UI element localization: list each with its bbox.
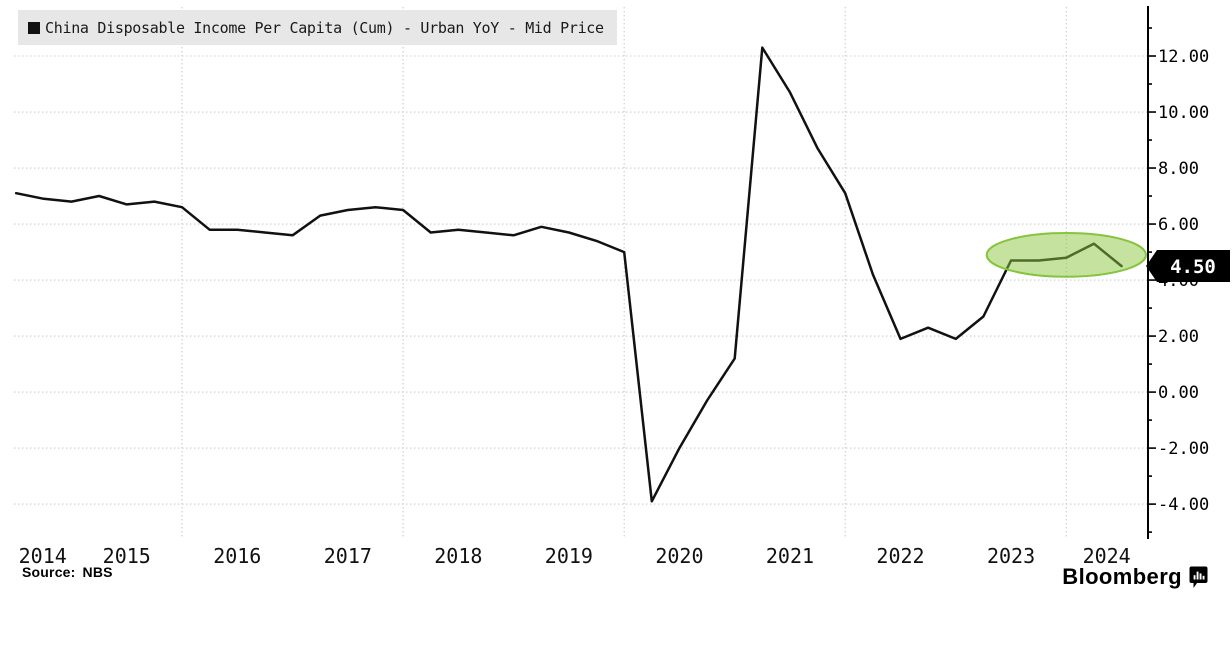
- y-tick-label: 2.00: [1158, 327, 1199, 347]
- price-line: [14, 46, 1123, 503]
- x-year-label: 2015: [103, 544, 151, 568]
- last-value-badge: [1146, 250, 1230, 283]
- last-value-badge-label: 4.50: [1170, 256, 1216, 278]
- source-label: Source:: [22, 564, 76, 580]
- bloomberg-branding: Bloomberg: [1062, 564, 1208, 590]
- x-year-label: 2017: [324, 544, 372, 568]
- y-tick-label: 8.00: [1158, 159, 1199, 179]
- x-year-label: 2023: [987, 544, 1035, 568]
- x-year-label: 2018: [434, 544, 482, 568]
- source-value: NBS: [82, 564, 113, 580]
- y-tick-label: 6.00: [1158, 215, 1199, 235]
- source-note: Source: NBS: [22, 564, 113, 580]
- y-tick-label: 0.00: [1158, 383, 1199, 403]
- y-tick-label: 12.00: [1158, 47, 1209, 67]
- x-year-label: 2014: [19, 544, 67, 568]
- x-year-label: 2020: [655, 544, 703, 568]
- highlight-ellipse: [985, 232, 1147, 278]
- x-year-label: 2021: [766, 544, 814, 568]
- bloomberg-wordmark: Bloomberg: [1062, 564, 1182, 589]
- legend-series-label: China Disposable Income Per Capita (Cum)…: [45, 18, 604, 37]
- y-tick-label: -4.00: [1158, 495, 1209, 515]
- y-tick-label: 10.00: [1158, 103, 1209, 123]
- x-year-label: 2019: [545, 544, 593, 568]
- legend: China Disposable Income Per Capita (Cum)…: [18, 10, 617, 45]
- x-year-label: 2024: [1083, 544, 1131, 568]
- x-year-label: 2022: [876, 544, 924, 568]
- x-year-label: 2016: [213, 544, 261, 568]
- legend-series-swatch: [28, 21, 40, 34]
- y-tick-label: -2.00: [1158, 439, 1209, 459]
- bloomberg-terminal-icon: [1189, 566, 1208, 588]
